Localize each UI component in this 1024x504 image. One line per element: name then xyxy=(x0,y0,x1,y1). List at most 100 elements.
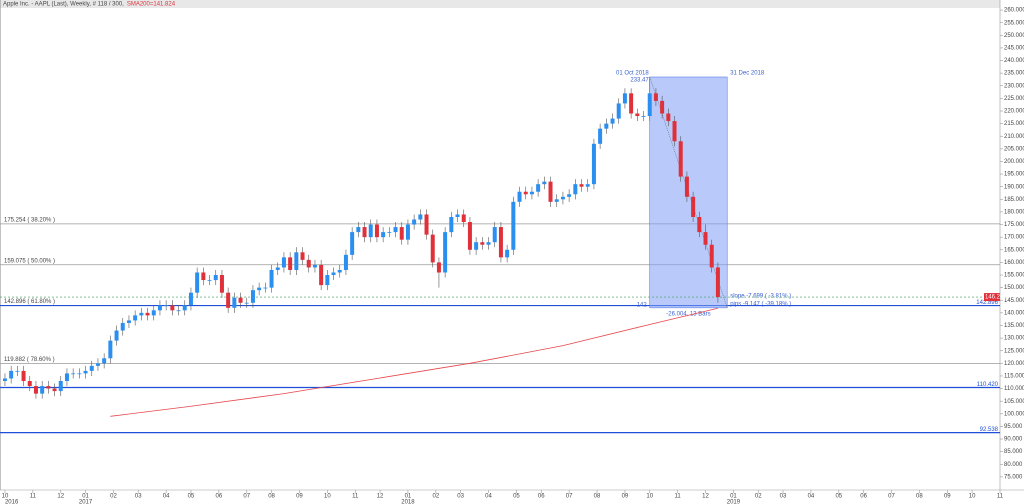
candle-body xyxy=(281,257,286,268)
x-tick-label: 04 xyxy=(808,494,815,500)
y-tick-label: 180.000 xyxy=(1004,210,1024,216)
x-tick-label: 01 xyxy=(730,494,737,500)
measure-low-label: 142 xyxy=(637,302,648,308)
candle-body xyxy=(486,242,491,245)
y-tick-label: 110.000 xyxy=(1004,386,1024,392)
candle-body xyxy=(424,214,429,235)
year-label: 2016 xyxy=(5,500,19,504)
candle-body xyxy=(598,128,603,144)
measure-end-label: 31 Dec 2018 xyxy=(730,71,765,77)
candle-body xyxy=(405,224,410,240)
y-tick-label: 200.000 xyxy=(1004,159,1024,165)
x-tick-label: 10 xyxy=(2,494,9,500)
candle-body xyxy=(263,287,268,289)
y-tick-label: 175.000 xyxy=(1004,222,1024,228)
candle-body xyxy=(511,201,516,250)
candle-body xyxy=(362,227,367,238)
candle-body xyxy=(102,358,107,364)
x-tick-label: 10 xyxy=(324,494,331,500)
x-tick-label: 12 xyxy=(57,494,64,500)
chart-title: Apple Inc. - AAPL (Last), Weekly, # 118 … xyxy=(3,2,124,8)
candle-body xyxy=(207,280,212,281)
candle-body xyxy=(381,232,386,238)
x-tick-label: 06 xyxy=(538,494,545,500)
candle-body xyxy=(219,275,224,293)
measure-start-label: 01 Oct 2018 xyxy=(616,71,649,77)
y-tick-label: 145.000 xyxy=(1004,298,1024,304)
candle-body xyxy=(715,267,720,298)
candle-body xyxy=(604,123,609,129)
x-tick-label: 08 xyxy=(916,494,923,500)
fib-label: 119.882 ( 78.60% ) xyxy=(4,357,55,363)
x-tick-label: 02 xyxy=(432,494,439,500)
x-tick-label: 07 xyxy=(243,494,250,500)
x-tick-label: 12 xyxy=(377,494,384,500)
candle-body xyxy=(436,262,441,273)
candle-body xyxy=(9,370,14,379)
candle-body xyxy=(684,176,689,197)
candle-body xyxy=(46,386,51,389)
y-tick-label: 230.000 xyxy=(1004,83,1024,89)
candle-body xyxy=(164,305,169,307)
x-tick-label: 11 xyxy=(997,494,1004,500)
y-tick-label: 220.000 xyxy=(1004,109,1024,115)
candle-body xyxy=(151,310,156,316)
candle-body xyxy=(182,305,187,311)
candle-body xyxy=(529,191,534,195)
candle-body xyxy=(145,312,150,316)
x-tick-label: 04 xyxy=(485,494,492,500)
candle-body xyxy=(325,275,330,286)
candle-body xyxy=(610,118,615,124)
x-tick-label: 05 xyxy=(835,494,842,500)
candle-body xyxy=(232,297,237,308)
year-label: 2019 xyxy=(727,500,741,504)
candle-body xyxy=(480,242,485,245)
candle-body xyxy=(585,184,590,187)
candle-body xyxy=(554,199,559,202)
candle-body xyxy=(64,373,69,381)
candle-body xyxy=(443,232,448,273)
y-tick-label: 250.000 xyxy=(1004,33,1024,39)
candle-body xyxy=(455,214,460,217)
candle-body xyxy=(418,214,423,220)
y-tick-label: 125.000 xyxy=(1004,348,1024,354)
candle-body xyxy=(71,373,76,375)
y-tick-label: 115.000 xyxy=(1004,374,1024,380)
candle-body xyxy=(523,191,528,195)
candle-body xyxy=(120,322,125,331)
candle-body xyxy=(467,222,472,250)
y-tick-label: 210.000 xyxy=(1004,134,1024,140)
candle-body xyxy=(660,100,665,114)
x-tick-label: 09 xyxy=(944,494,951,500)
candle-body xyxy=(678,141,683,177)
candle-body xyxy=(368,224,373,238)
candle-body xyxy=(393,227,398,233)
candle-body xyxy=(275,267,280,270)
candle-body xyxy=(542,181,547,185)
fib-label: 142.896 ( 61.80% ) xyxy=(4,299,55,305)
candle-body xyxy=(536,184,541,192)
x-tick-label: 03 xyxy=(780,494,787,500)
support-label: 92.538 xyxy=(980,427,999,433)
candle-body xyxy=(591,143,596,185)
measure-bars-label: -26.004, 13 Bars xyxy=(666,311,710,317)
candle-body xyxy=(250,290,255,303)
y-tick-label: 205.000 xyxy=(1004,146,1024,152)
measure-high-label: 233.47 xyxy=(630,78,649,84)
fib-label: 159.075 ( 50.00% ) xyxy=(4,258,55,264)
measure-pips-label: pips -9.147 ( -39.18% ) xyxy=(730,301,791,307)
candle-body xyxy=(653,93,658,101)
y-tick-label: 240.000 xyxy=(1004,58,1024,64)
candle-body xyxy=(83,370,88,374)
candle-body xyxy=(139,312,144,316)
candle-body xyxy=(691,196,696,217)
candle-body xyxy=(517,191,522,202)
candle-body xyxy=(33,386,38,394)
y-tick-label: 195.000 xyxy=(1004,172,1024,178)
candle-body xyxy=(666,113,671,122)
x-tick-label: 06 xyxy=(860,494,867,500)
candle-body xyxy=(300,252,305,260)
x-tick-label: 02 xyxy=(110,494,117,500)
candle-body xyxy=(294,252,299,270)
measure-diagonal xyxy=(649,76,728,308)
